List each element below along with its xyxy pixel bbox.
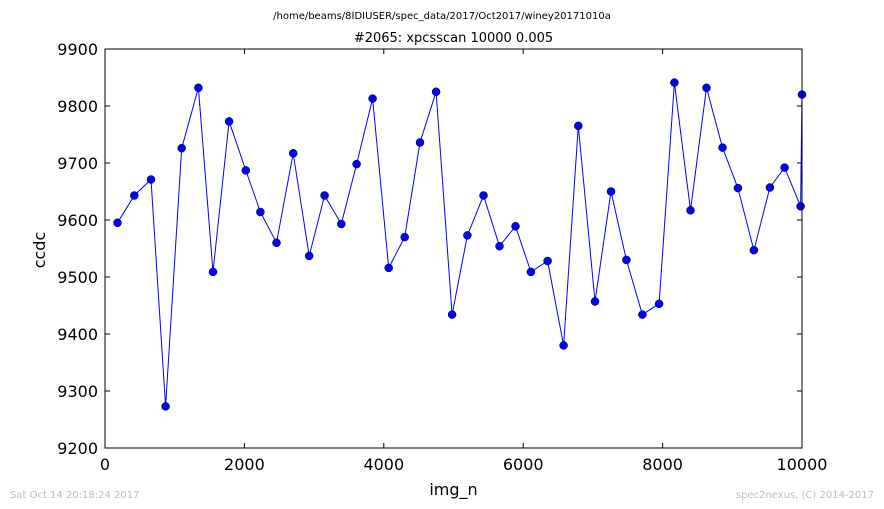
data-point — [479, 191, 488, 200]
data-point — [431, 87, 441, 97]
data-point — [320, 191, 329, 200]
chart-title: #2065: xpcsscan 10000 0.005 — [354, 31, 553, 46]
data-point — [400, 232, 409, 242]
data-point — [352, 159, 361, 169]
data-point — [638, 310, 647, 319]
x-tick-label: 6000 — [503, 455, 544, 474]
data-point — [304, 251, 314, 261]
data-point — [511, 222, 520, 231]
data-point — [654, 299, 664, 309]
x-axis-label: img_n — [429, 480, 477, 500]
data-point — [337, 219, 346, 229]
y-tick-label: 9800 — [57, 97, 98, 116]
data-point — [463, 231, 472, 240]
data-point — [749, 245, 759, 255]
data-point — [288, 149, 298, 158]
data-point — [702, 83, 711, 93]
data-point — [733, 183, 743, 193]
data-point — [161, 402, 170, 411]
data-point — [256, 207, 265, 217]
data-point — [384, 263, 393, 273]
data-point — [146, 175, 156, 184]
data-point — [130, 191, 139, 200]
y-tick-label: 9900 — [57, 40, 98, 59]
plot-area: 0 2000 4000 6000 8000 10000 9200 9300 9400 9500 96… — [57, 40, 827, 474]
data-point — [208, 267, 218, 277]
y-tick-label: 9300 — [57, 382, 98, 401]
x-tick-label: 0 — [100, 455, 110, 474]
data-point — [447, 310, 457, 319]
data-point — [606, 187, 616, 196]
x-tick-label: 4000 — [363, 455, 404, 474]
footer-credit: spec2nexus, (C) 2014-2017 — [736, 490, 874, 501]
data-point — [574, 121, 583, 131]
y-axis-label: ccdc — [30, 232, 49, 269]
suptitle: /home/beams/8IDIUSER/spec_data/2017/Oct2… — [273, 11, 611, 22]
x-tick-label: 8000 — [642, 455, 683, 474]
data-point — [686, 206, 695, 215]
data-point — [177, 143, 186, 153]
data-point — [194, 83, 203, 93]
data-point — [495, 241, 504, 251]
data-point — [543, 256, 552, 266]
y-tick-label: 9600 — [57, 211, 98, 230]
data-point — [718, 143, 727, 152]
data-point — [224, 117, 234, 126]
y-tick-label: 9200 — [57, 439, 98, 458]
data-point — [113, 218, 122, 228]
data-point — [272, 238, 281, 248]
y-tick-label: 9500 — [57, 268, 98, 287]
data-point — [559, 341, 568, 350]
data-point — [368, 94, 377, 103]
data-point — [796, 202, 805, 211]
series-line — [117, 82, 802, 407]
data-point — [765, 183, 775, 192]
data-point — [241, 166, 251, 175]
footer-timestamp: Sat Oct 14 20:18:24 2017 — [10, 490, 140, 501]
x-tick-label: 10000 — [777, 455, 828, 474]
data-point — [622, 255, 631, 265]
data-point — [590, 297, 600, 306]
data-point — [670, 78, 679, 87]
y-tick-label: 9400 — [57, 325, 98, 344]
y-tick-label: 9700 — [57, 154, 98, 173]
x-tick-label: 2000 — [224, 455, 265, 474]
data-point — [415, 138, 425, 147]
data-point — [526, 267, 536, 277]
data-point — [780, 163, 789, 172]
axes-frame — [104, 48, 803, 449]
